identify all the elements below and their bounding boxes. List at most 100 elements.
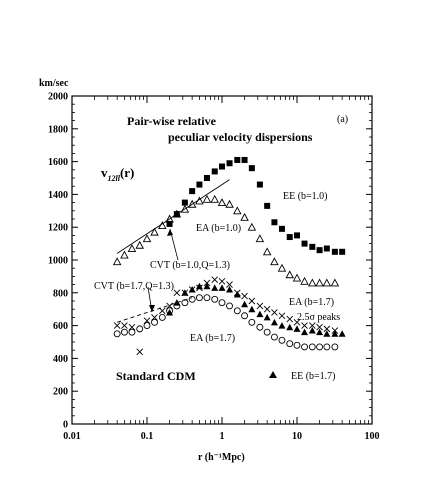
fit-line-2	[117, 297, 193, 323]
data-point	[240, 212, 249, 221]
data-point	[331, 327, 339, 334]
data-point	[226, 281, 233, 288]
annotation-ea-b17-left: EA (b=1.7)	[190, 333, 235, 344]
data-point	[248, 318, 256, 326]
data-point	[264, 202, 271, 209]
data-point	[219, 163, 225, 170]
data-point	[218, 278, 226, 285]
data-point	[196, 284, 203, 292]
y-tick-label: 400	[53, 354, 68, 365]
data-point	[270, 257, 279, 266]
data-point	[308, 322, 316, 329]
data-point	[263, 313, 271, 321]
data-point	[203, 282, 211, 290]
data-point	[293, 341, 301, 349]
axis-ticks	[71, 95, 373, 425]
data-point	[270, 333, 278, 341]
annotation-ee-b17-marker	[269, 371, 277, 378]
data-point	[226, 302, 233, 310]
data-point	[142, 234, 152, 243]
data-point	[286, 234, 293, 241]
data-point	[248, 165, 255, 172]
data-point	[315, 278, 324, 287]
data-point	[339, 248, 346, 255]
panel-label: (a)	[337, 114, 348, 125]
data-point	[255, 234, 265, 243]
y-tick-label: 800	[53, 288, 68, 299]
data-point	[150, 227, 159, 236]
annotation-pointers	[147, 228, 179, 313]
data-point	[301, 240, 308, 247]
data-point	[233, 290, 241, 298]
data-point	[323, 325, 331, 333]
data-point	[301, 343, 308, 351]
data-point	[143, 322, 151, 330]
series-5	[113, 276, 339, 356]
data-point	[195, 282, 203, 290]
data-point	[300, 276, 309, 285]
series-2	[112, 194, 340, 287]
data-point	[136, 325, 144, 333]
data-point	[226, 160, 233, 167]
data-point	[120, 250, 129, 259]
x-tick-label: 1	[220, 431, 225, 442]
data-point	[211, 276, 219, 283]
data-point	[113, 322, 121, 329]
data-point	[166, 220, 173, 227]
data-point	[173, 299, 181, 306]
series-1	[166, 156, 346, 255]
data-point	[316, 247, 323, 254]
chart-title-line-1: Pair-wise relative	[127, 114, 217, 128]
data-point	[158, 313, 166, 321]
data-point	[218, 299, 226, 307]
data-point	[316, 328, 324, 336]
data-point	[331, 248, 338, 255]
data-point	[181, 289, 189, 297]
data-point	[113, 330, 121, 338]
data-point	[195, 294, 203, 302]
data-point	[241, 312, 249, 320]
data-point	[285, 270, 294, 279]
y-tick-label: 1000	[48, 256, 68, 267]
y-axis-label: v12ll(r)	[101, 165, 134, 183]
data-point	[286, 340, 294, 348]
data-point	[203, 175, 210, 181]
data-point	[173, 211, 180, 218]
data-point	[278, 225, 285, 232]
data-point	[241, 300, 249, 308]
chart-title-line-2: peculiar velocity dispersions	[168, 130, 313, 144]
data-point	[211, 284, 219, 291]
x-tick-label: 100	[365, 431, 380, 442]
data-point	[127, 244, 137, 252]
data-point	[195, 196, 204, 205]
data-point	[262, 247, 272, 256]
data-point	[203, 294, 211, 302]
pointer-cvt-b17-head	[149, 305, 155, 312]
y-axis-label-tail: (r)	[120, 165, 134, 180]
data-point	[211, 168, 218, 175]
data-point	[135, 240, 144, 249]
data-point	[234, 156, 241, 163]
data-point	[128, 328, 136, 336]
data-point	[263, 328, 271, 336]
data-point	[172, 209, 182, 218]
data-point	[323, 343, 331, 351]
data-point	[112, 257, 122, 266]
data-point	[226, 286, 234, 293]
data-point	[270, 318, 278, 326]
data-point	[330, 278, 340, 287]
data-point	[323, 330, 331, 337]
data-point	[293, 325, 301, 332]
data-point	[165, 214, 174, 223]
x-tick-label: 10	[292, 431, 302, 442]
y-tick-label: 1400	[48, 190, 68, 201]
data-point	[338, 330, 346, 337]
y-tick-label: 1800	[48, 124, 68, 135]
data-point	[248, 297, 256, 305]
data-point	[173, 289, 181, 297]
x-tick-label: 0.01	[63, 431, 81, 442]
data-point	[202, 194, 212, 203]
data-point	[331, 343, 339, 351]
data-point	[187, 199, 197, 208]
